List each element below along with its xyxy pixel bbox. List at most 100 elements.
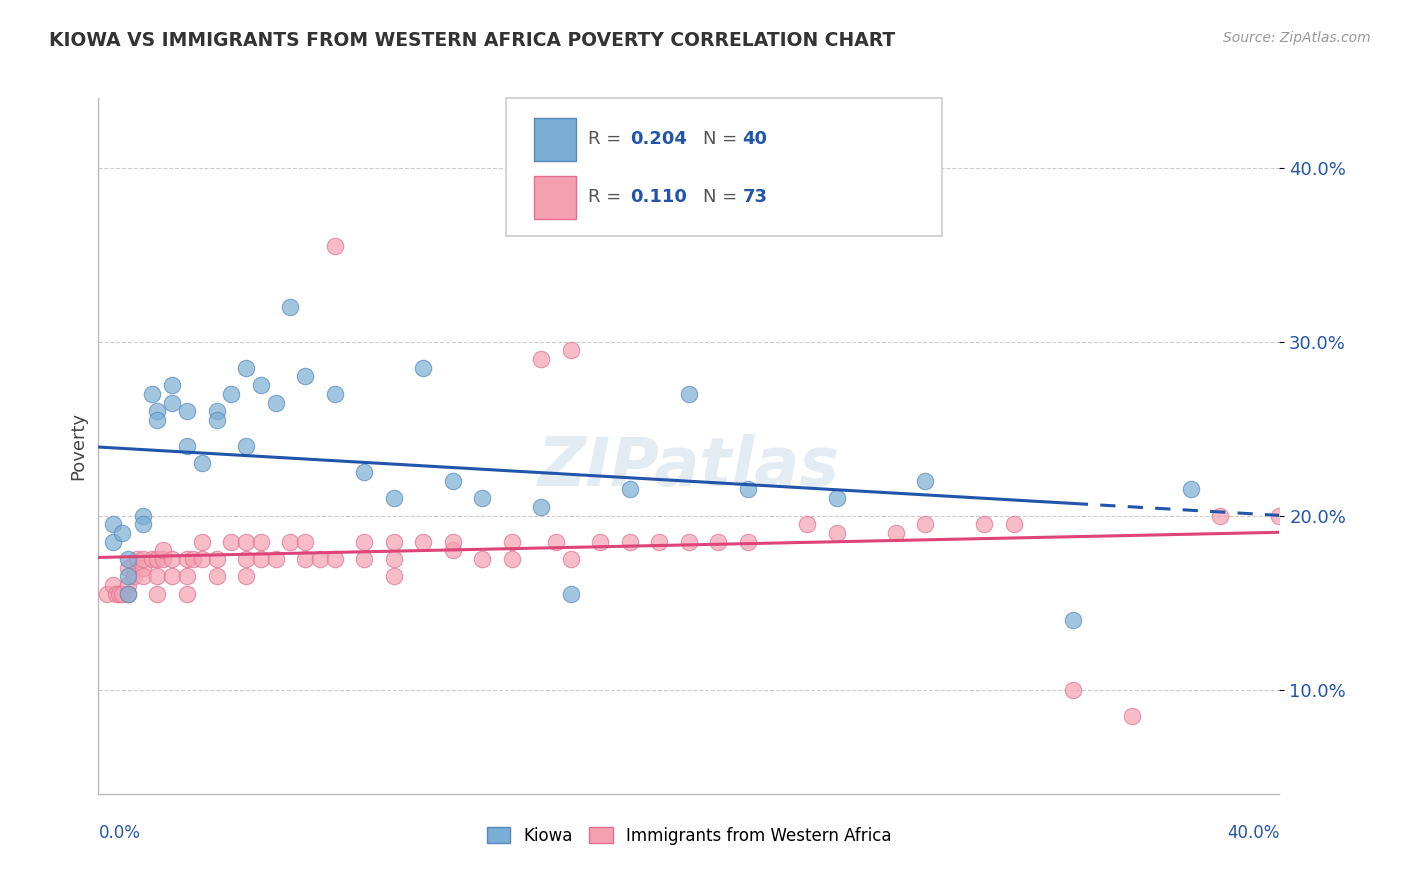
Point xyxy=(117,561,139,575)
Point xyxy=(560,552,582,566)
Point xyxy=(323,552,346,566)
Point xyxy=(264,395,287,409)
Point xyxy=(546,534,568,549)
Point xyxy=(103,578,125,592)
Point xyxy=(141,552,163,566)
Point xyxy=(382,534,405,549)
Point xyxy=(1002,517,1025,532)
Point xyxy=(132,569,155,583)
Point xyxy=(737,534,759,549)
Point xyxy=(737,483,759,497)
Text: 73: 73 xyxy=(742,188,768,206)
Point xyxy=(560,343,582,358)
Point xyxy=(146,404,169,418)
Point xyxy=(176,569,198,583)
Point xyxy=(111,525,134,540)
Point xyxy=(309,552,332,566)
Point xyxy=(412,534,434,549)
Point xyxy=(619,534,641,549)
Point xyxy=(294,369,316,384)
Point xyxy=(181,552,204,566)
Point xyxy=(205,404,228,418)
Point xyxy=(205,552,228,566)
Point xyxy=(382,569,405,583)
Point xyxy=(221,534,243,549)
Point xyxy=(353,534,375,549)
Text: KIOWA VS IMMIGRANTS FROM WESTERN AFRICA POVERTY CORRELATION CHART: KIOWA VS IMMIGRANTS FROM WESTERN AFRICA … xyxy=(49,31,896,50)
Point xyxy=(678,534,700,549)
Point xyxy=(1062,682,1084,697)
Point xyxy=(96,587,118,601)
Point xyxy=(162,378,183,392)
Point xyxy=(471,552,494,566)
Point xyxy=(353,465,375,479)
Point xyxy=(441,474,464,488)
Point xyxy=(619,483,641,497)
Point xyxy=(707,534,730,549)
Point xyxy=(796,517,818,532)
Text: ZIPatlas: ZIPatlas xyxy=(538,434,839,500)
Point xyxy=(191,457,214,471)
Point xyxy=(146,587,169,601)
Point xyxy=(132,508,155,523)
Point xyxy=(191,552,214,566)
Point xyxy=(162,569,183,583)
Text: 0.110: 0.110 xyxy=(630,188,686,206)
Point xyxy=(108,587,131,601)
Point xyxy=(205,413,228,427)
Text: N =: N = xyxy=(703,130,742,148)
Point xyxy=(235,534,257,549)
Point xyxy=(146,552,169,566)
Point xyxy=(117,587,139,601)
Point xyxy=(221,387,243,401)
Text: 0.204: 0.204 xyxy=(630,130,686,148)
Point xyxy=(973,517,995,532)
Point xyxy=(176,552,198,566)
Point xyxy=(914,474,936,488)
Point xyxy=(1209,508,1232,523)
Text: 40: 40 xyxy=(742,130,768,148)
Point xyxy=(1268,508,1291,523)
Point xyxy=(914,517,936,532)
Point xyxy=(560,587,582,601)
Point xyxy=(501,534,523,549)
Point xyxy=(501,552,523,566)
Point xyxy=(141,387,163,401)
Y-axis label: Poverty: Poverty xyxy=(69,412,87,480)
Point xyxy=(382,491,405,505)
Point xyxy=(162,395,183,409)
Point xyxy=(176,587,198,601)
Point xyxy=(1121,708,1143,723)
Point xyxy=(103,517,125,532)
Point xyxy=(412,360,434,375)
Point xyxy=(678,387,700,401)
Point xyxy=(825,525,848,540)
Point xyxy=(294,534,316,549)
Point xyxy=(530,500,553,514)
Point xyxy=(1062,613,1084,627)
Point xyxy=(146,569,169,583)
Point xyxy=(205,569,228,583)
Point xyxy=(589,534,612,549)
Text: R =: R = xyxy=(588,188,627,206)
Point xyxy=(441,543,464,558)
Text: R =: R = xyxy=(588,130,627,148)
Legend: Kiowa, Immigrants from Western Africa: Kiowa, Immigrants from Western Africa xyxy=(479,821,898,852)
Point xyxy=(111,587,134,601)
Point xyxy=(884,525,907,540)
Point xyxy=(323,239,346,253)
Point xyxy=(471,491,494,505)
Point xyxy=(132,561,155,575)
Point xyxy=(250,534,273,549)
Point xyxy=(125,552,148,566)
Point xyxy=(176,439,198,453)
Point xyxy=(250,378,273,392)
Point xyxy=(117,552,139,566)
Point xyxy=(323,387,346,401)
Point xyxy=(117,569,139,583)
Text: 40.0%: 40.0% xyxy=(1227,824,1279,842)
Point xyxy=(162,552,183,566)
Point xyxy=(294,552,316,566)
Point xyxy=(152,552,174,566)
Point xyxy=(235,552,257,566)
